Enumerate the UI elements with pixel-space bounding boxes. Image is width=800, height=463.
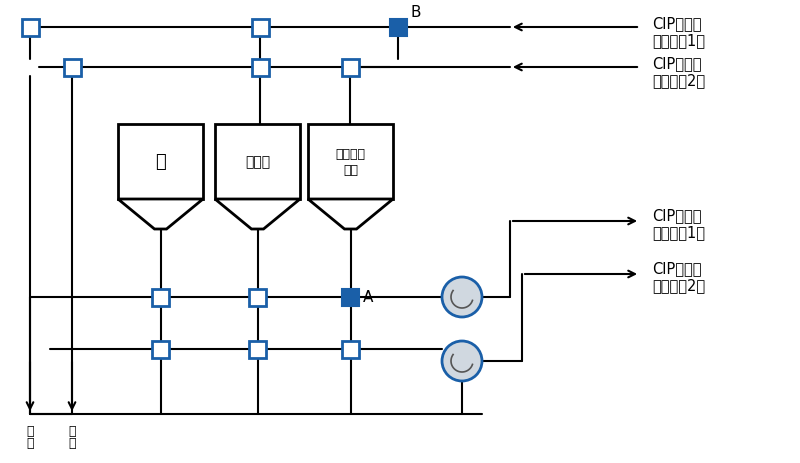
Bar [249, 289, 266, 306]
Text: A: A [363, 290, 374, 305]
Bar [118, 125, 203, 200]
Text: 酸原液: 酸原液 [245, 155, 270, 169]
Bar [215, 125, 300, 200]
Bar [152, 341, 169, 358]
Bar [249, 341, 266, 358]
Text: 廃
水: 廃 水 [68, 424, 76, 449]
Circle shape [442, 277, 482, 317]
Text: CIP液戻り
（ライン2）: CIP液戻り （ライン2） [652, 56, 705, 88]
Text: 水: 水 [155, 153, 166, 171]
Bar [251, 59, 269, 76]
Text: アルカリ
原液: アルカリ 原液 [335, 148, 366, 176]
Bar [342, 341, 359, 358]
Bar [342, 59, 358, 76]
Bar [152, 289, 169, 306]
Polygon shape [118, 200, 203, 230]
Bar [390, 19, 406, 37]
Text: CIP液送り
（ライン1）: CIP液送り （ライン1） [652, 207, 705, 240]
Text: CIP液戻り
（ライン1）: CIP液戻り （ライン1） [652, 16, 705, 48]
Bar [22, 19, 38, 37]
Bar [63, 59, 81, 76]
Text: B: B [410, 5, 421, 20]
Polygon shape [215, 200, 300, 230]
Polygon shape [308, 200, 393, 230]
Bar [308, 125, 393, 200]
Bar [251, 19, 269, 37]
Text: 廃
水: 廃 水 [26, 424, 34, 449]
Bar [342, 289, 359, 306]
Text: CIP液送り
（ライン2）: CIP液送り （ライン2） [652, 260, 705, 293]
Circle shape [442, 341, 482, 381]
